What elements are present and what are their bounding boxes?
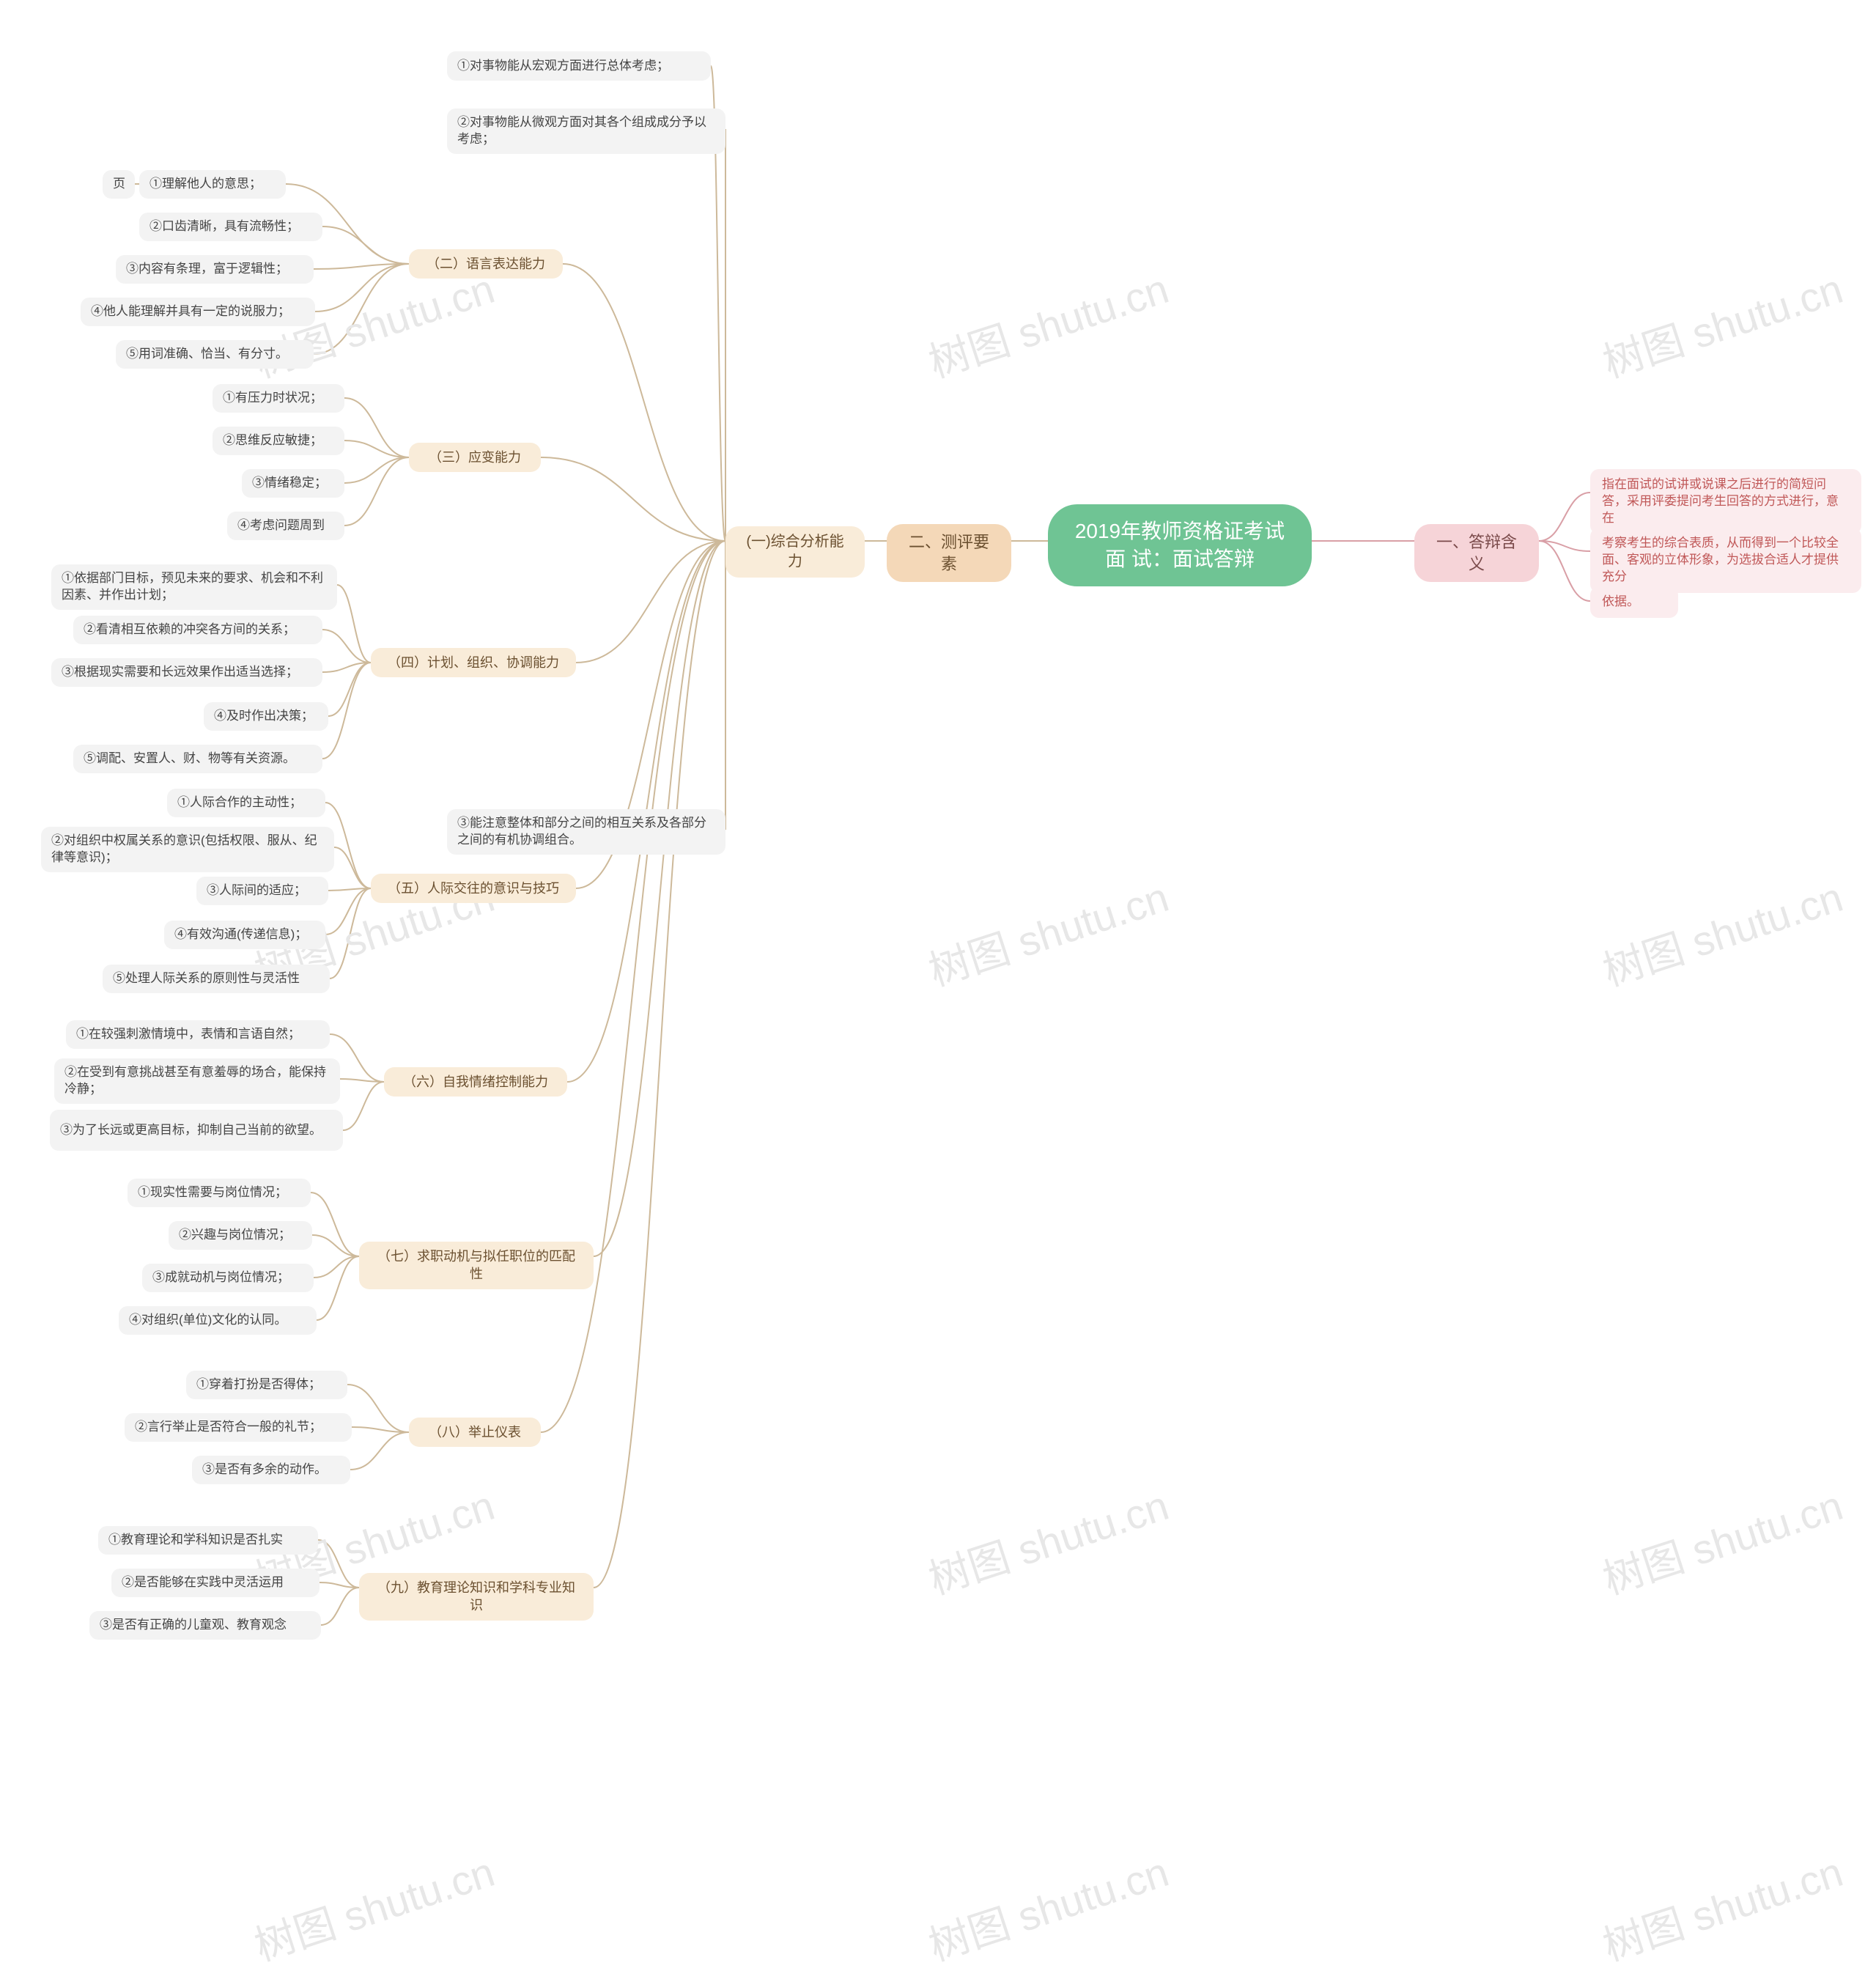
left-branch-2: (一)综合分析能力 [725, 526, 865, 578]
leaf-5-2: ③为了长远或更高目标，抑制自己当前的欲望。 [50, 1110, 343, 1151]
section-5: （六）自我情绪控制能力 [384, 1067, 567, 1097]
section-7: （八）举止仪表 [409, 1418, 541, 1447]
section-4: （五）人际交往的意识与技巧 [371, 874, 576, 903]
leaf-2-0: ①有压力时状况； [213, 384, 344, 413]
leaf-6-0: ①现实性需要与岗位情况； [128, 1179, 311, 1207]
section-6: （七）求职动机与拟任职位的匹配性 [359, 1242, 594, 1289]
leaf-4-0: ①人际合作的主动性； [167, 789, 325, 817]
leaf-3-4: ⑤调配、安置人、财、物等有关资源。 [73, 745, 322, 773]
leaf-5-1: ②在受到有意挑战甚至有意羞辱的场合，能保持冷静； [54, 1058, 340, 1104]
leaf-0-2: ③能注意整体和部分之间的相互关系及各部分之间的有机协调组合。 [447, 809, 725, 855]
leaf-3-2: ③根据现实需要和长远效果作出适当选择； [51, 658, 322, 687]
leaf-6-3: ④对组织(单位)文化的认同。 [119, 1306, 317, 1335]
leaf-1-4: ⑤用词准确、恰当、有分寸。 [116, 340, 314, 369]
leaf-0-0: ①对事物能从宏观方面进行总体考虑； [447, 51, 711, 81]
leaf-1-0: ①理解他人的意思； [139, 170, 286, 199]
leaf-7-1: ②言行举止是否符合一般的礼节； [125, 1413, 352, 1442]
leaf-2-1: ②思维反应敏捷； [213, 427, 344, 455]
root-node: 2019年教师资格证考试面 试：面试答辩 [1048, 504, 1312, 586]
right-branch-1: 一、答辩含义 [1414, 524, 1539, 582]
leaf-8-1: ②是否能够在实践中灵活运用 [111, 1569, 320, 1597]
leaf-7-0: ①穿着打扮是否得体； [186, 1371, 347, 1399]
leaf-4-2: ③人际间的适应； [196, 877, 328, 905]
leaf-3-1: ②看清相互依赖的冲突各方间的关系； [73, 616, 322, 644]
section-2: （三）应变能力 [409, 443, 541, 472]
left-branch-1: 二、测评要素 [887, 524, 1011, 582]
leaf-8-0: ①教育理论和学科知识是否扎实 [98, 1526, 318, 1555]
leaf-0-1: ②对事物能从微观方面对其各个组成成分予以考虑； [447, 108, 725, 154]
leaf-1-2: ③内容有条理，富于逻辑性； [116, 255, 314, 284]
section-8: （九）教育理论知识和学科专业知识 [359, 1573, 594, 1621]
leaf-4-1: ②对组织中权属关系的意识(包括权限、服从、纪律等意识)； [41, 827, 334, 872]
leaf-2-2: ③情绪稳定； [242, 469, 344, 498]
leaf-3-3: ④及时作出决策； [204, 702, 328, 731]
leaf-4-4: ⑤处理人际关系的原则性与灵活性 [103, 965, 330, 993]
leaf-pre-1-0: 页 [103, 170, 135, 199]
leaf-4-3: ④有效沟通(传递信息)； [164, 921, 325, 949]
leaf-1-1: ②口齿清晰，具有流畅性； [139, 213, 322, 241]
section-3: （四）计划、组织、协调能力 [371, 648, 576, 677]
leaf-6-2: ③成就动机与岗位情况； [142, 1264, 314, 1292]
leaf-6-1: ②兴趣与岗位情况； [169, 1221, 312, 1250]
right-leaf-0: 指在面试的试讲或说课之后进行的简短问答，采用评委提问考生回答的方式进行，意在 [1590, 469, 1861, 534]
leaf-3-0: ①依据部门目标，预见未来的要求、机会和不利因素、并作出计划； [51, 564, 337, 610]
leaf-7-2: ③是否有多余的动作。 [192, 1456, 350, 1484]
leaf-5-0: ①在较强刺激情境中，表情和言语自然； [66, 1020, 330, 1049]
leaf-2-3: ④考虑问题周到 [227, 512, 344, 540]
leaf-8-2: ③是否有正确的儿童观、教育观念 [89, 1611, 321, 1640]
leaf-1-3: ④他人能理解并具有一定的说服力； [81, 298, 315, 326]
section-1: （二）语言表达能力 [409, 249, 563, 279]
right-leaf-2: 依据。 [1590, 586, 1678, 618]
right-leaf-1: 考察考生的综合表质，从而得到一个比较全面、客观的立体形象，为选拔合适人才提供充分 [1590, 528, 1861, 593]
